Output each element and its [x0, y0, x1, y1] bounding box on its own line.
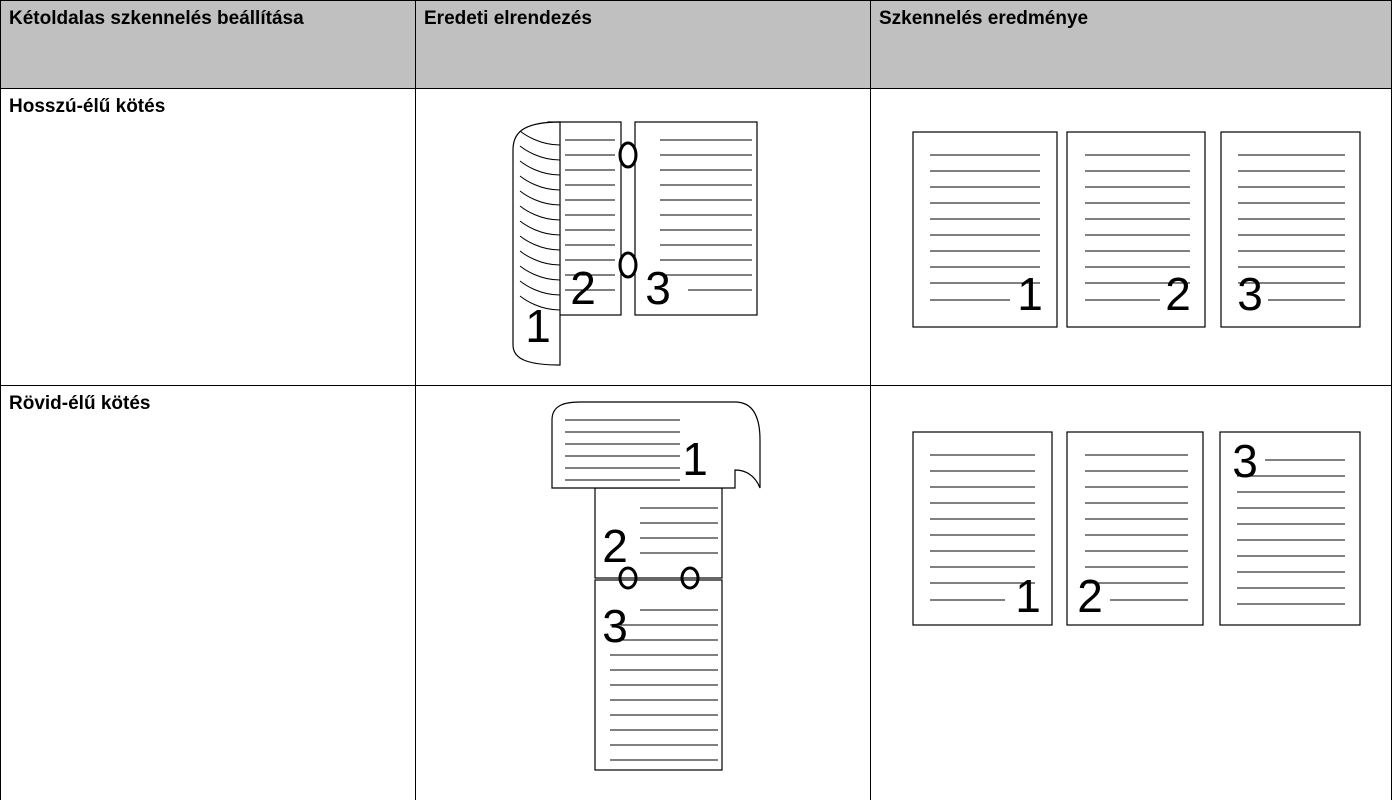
page	[594, 579, 723, 771]
page-number: 3	[1232, 435, 1258, 487]
header-cell: Szkennelés eredménye	[870, 0, 1392, 89]
curl-line	[519, 235, 561, 251]
curl-line	[519, 145, 561, 161]
binding-ring	[618, 141, 638, 169]
page	[1219, 431, 1361, 626]
curl-line	[519, 265, 561, 281]
header-text: Eredeti elrendezés	[424, 8, 592, 29]
page-number: 1	[1017, 268, 1043, 320]
binding-ring	[618, 251, 638, 279]
curl-line	[519, 295, 561, 311]
header-cell: Kétoldalas szkennelés beállítása	[0, 0, 416, 89]
page-number: 3	[645, 262, 671, 314]
page-number: 2	[570, 262, 596, 314]
page-number: 1	[525, 300, 551, 352]
page-number: 2	[1165, 268, 1191, 320]
curl-line	[519, 205, 561, 221]
binding-ring	[680, 566, 700, 590]
curl-line	[519, 190, 561, 206]
curl-line	[519, 130, 561, 146]
header-text: Kétoldalas szkennelés beállítása	[9, 8, 304, 29]
curl-line	[519, 160, 561, 176]
row-label: Rövid-élű kötés	[9, 393, 151, 414]
curl-line	[519, 250, 561, 266]
page	[1066, 131, 1206, 328]
curled-page	[551, 401, 761, 489]
page-number: 3	[1237, 268, 1263, 320]
page	[912, 431, 1053, 626]
page	[634, 121, 758, 316]
header-text: Szkennelés eredménye	[879, 8, 1089, 29]
page	[1220, 131, 1361, 328]
page-number: 1	[1015, 570, 1041, 622]
page-number: 3	[602, 600, 628, 652]
row-label: Hosszú-élű kötés	[9, 96, 166, 117]
page-number: 2	[602, 520, 628, 572]
page-number: 1	[682, 433, 708, 485]
curl-line	[519, 175, 561, 191]
page-number: 2	[1077, 570, 1103, 622]
page	[1066, 431, 1204, 626]
curled-page	[512, 121, 561, 366]
curl-line	[519, 220, 561, 236]
page	[912, 131, 1058, 328]
curl-line	[519, 280, 561, 296]
page	[594, 487, 723, 579]
header-cell: Eredeti elrendezés	[415, 0, 871, 89]
binding-ring	[618, 566, 638, 590]
